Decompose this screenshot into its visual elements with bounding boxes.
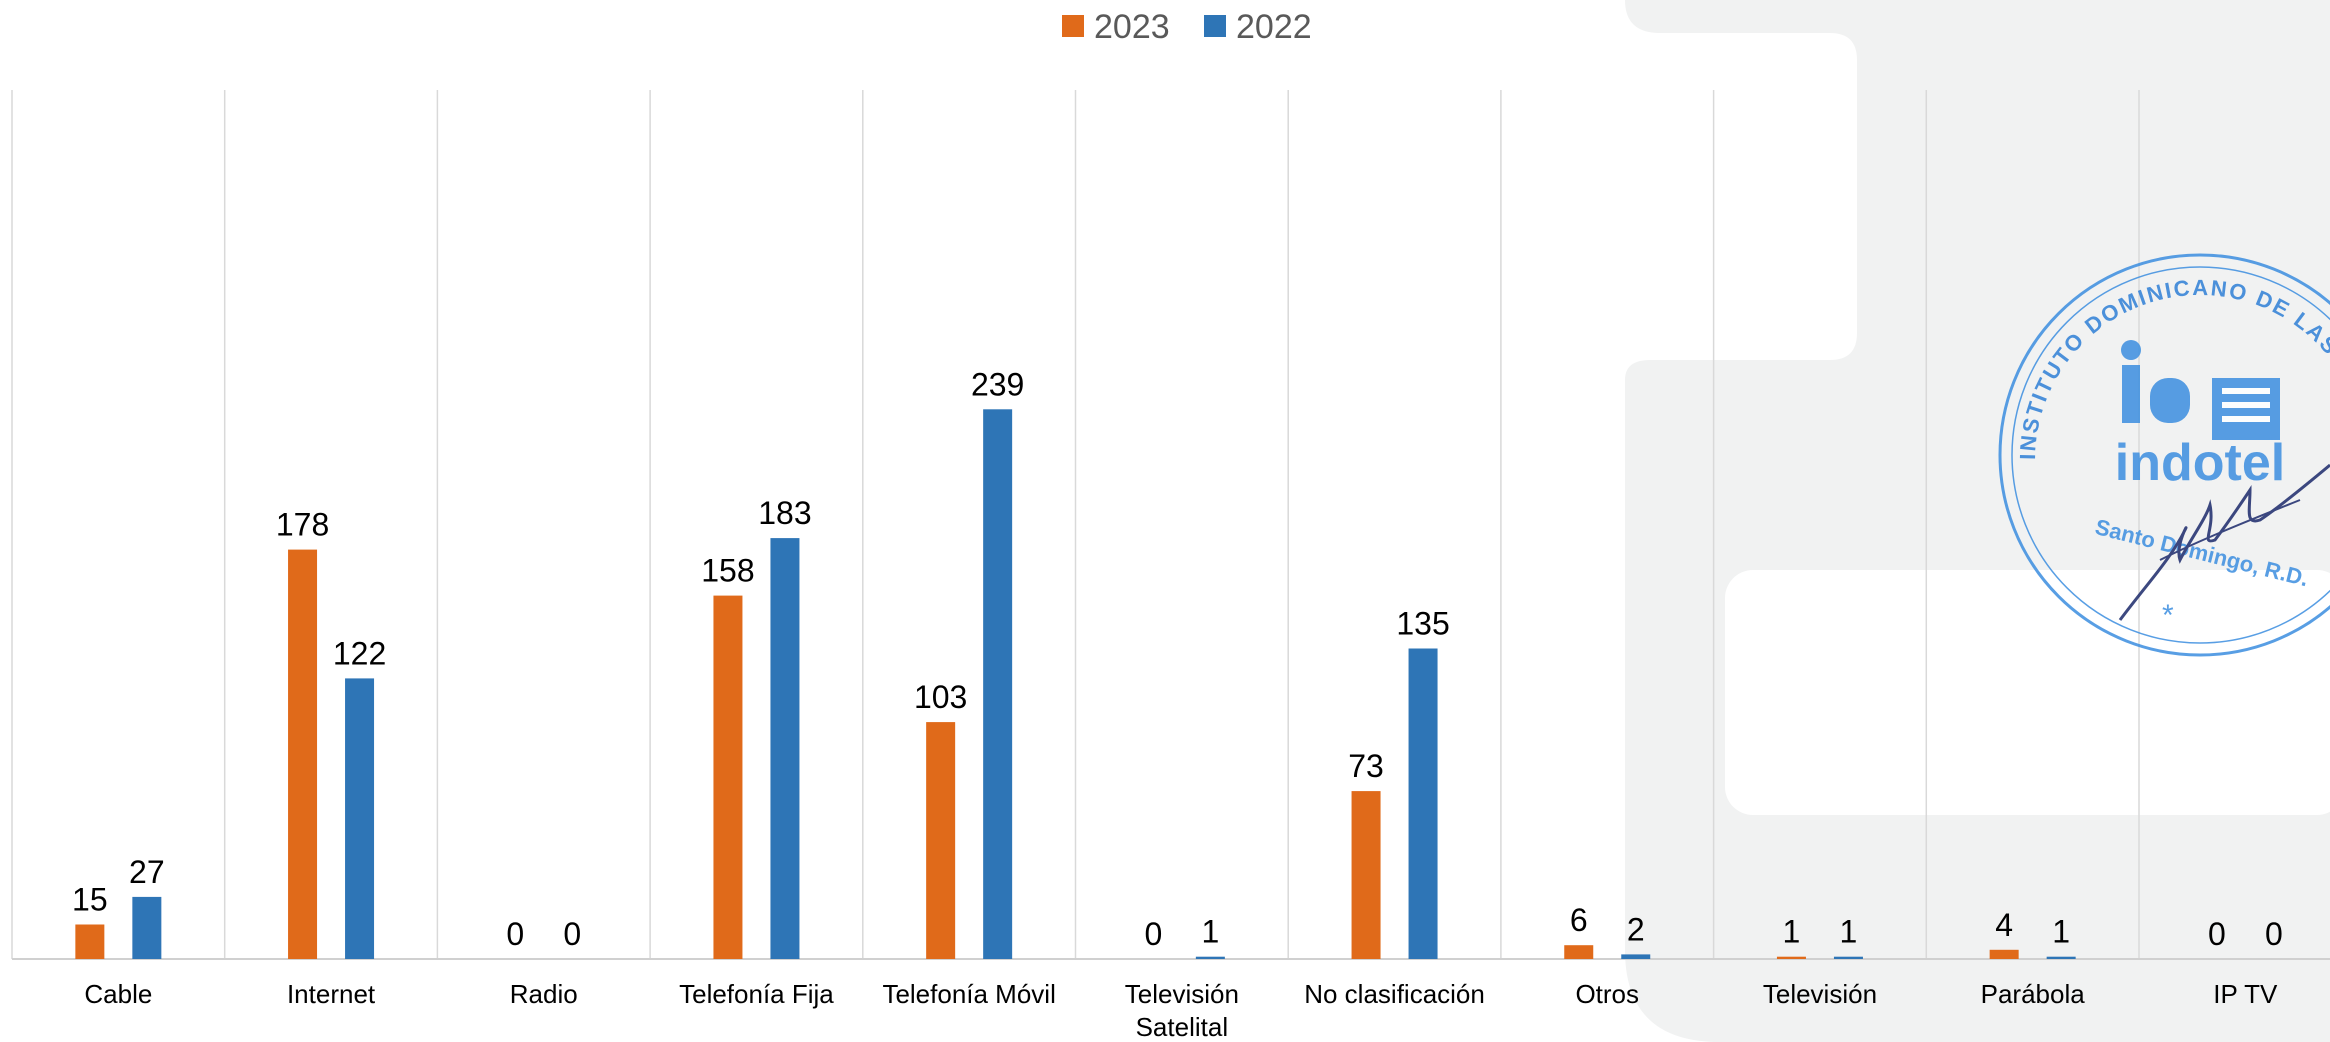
data-label-2022-7: 2 xyxy=(1627,911,1645,947)
indotel-logo-icon xyxy=(2121,340,2280,440)
category-label-2: Radio xyxy=(510,979,578,1009)
legend-swatch-2023 xyxy=(1062,15,1084,37)
data-label-2023-7: 6 xyxy=(1570,902,1588,938)
category-label-5: Satelital xyxy=(1136,1012,1229,1042)
category-label-10: IP TV xyxy=(2213,979,2278,1009)
bar-2022-3 xyxy=(770,538,800,959)
category-label-8: Televisión xyxy=(1763,979,1877,1009)
legend-label-2022: 2022 xyxy=(1236,8,1312,46)
bars xyxy=(75,409,2076,959)
bar-2023-9 xyxy=(1989,949,2019,959)
data-label-2022-10: 0 xyxy=(2265,916,2283,952)
grid-lines xyxy=(11,90,2140,959)
data-label-2022-4: 239 xyxy=(971,366,1024,402)
bar-2022-6 xyxy=(1408,648,1438,959)
bar-2022-9 xyxy=(2046,956,2076,959)
data-label-2023-5: 0 xyxy=(1144,916,1162,952)
legend: 2023 2022 xyxy=(1062,8,1312,46)
bar-2023-4 xyxy=(926,722,956,959)
category-label-9: Parábola xyxy=(1981,979,2086,1009)
data-label-2023-8: 1 xyxy=(1783,914,1801,950)
bar-2022-8 xyxy=(1833,956,1863,959)
legend-label-2023: 2023 xyxy=(1094,8,1170,46)
bar-2023-1 xyxy=(288,549,318,959)
bar-2023-8 xyxy=(1776,956,1806,959)
bar-2022-1 xyxy=(345,678,375,959)
category-label-7: Otros xyxy=(1575,979,1639,1009)
legend-swatch-2022 xyxy=(1204,15,1226,37)
bar-2023-7 xyxy=(1564,945,1594,959)
data-label-2023-2: 0 xyxy=(506,916,524,952)
bar-2022-0 xyxy=(132,896,162,959)
bar-2023-6 xyxy=(1351,791,1381,959)
data-label-2022-9: 1 xyxy=(2052,914,2070,950)
data-label-2022-1: 122 xyxy=(333,635,386,671)
category-label-0: Cable xyxy=(84,979,152,1009)
signature-icon xyxy=(2118,463,2330,621)
data-label-2023-10: 0 xyxy=(2208,916,2226,952)
data-label-2022-6: 135 xyxy=(1396,606,1449,642)
data-label-2023-4: 103 xyxy=(914,679,967,715)
bar-2023-0 xyxy=(75,924,105,959)
category-label-1: Internet xyxy=(287,979,376,1009)
data-label-2023-3: 158 xyxy=(701,553,754,589)
stamp-star-icon: * xyxy=(2162,599,2174,632)
stamp-logo-text: indotel xyxy=(2115,434,2285,492)
data-label-2023-6: 73 xyxy=(1348,748,1384,784)
category-label-5: Televisión xyxy=(1125,979,1239,1009)
bar-2022-5 xyxy=(1195,956,1225,959)
data-label-2023-9: 4 xyxy=(1995,907,2013,943)
category-label-6: No clasificación xyxy=(1304,979,1485,1009)
data-label-2022-5: 1 xyxy=(1201,914,1219,950)
bar-2023-3 xyxy=(713,595,743,959)
signature-stroke-icon xyxy=(2159,499,2301,561)
data-label-2022-0: 27 xyxy=(129,854,165,890)
data-label-2022-8: 1 xyxy=(1840,914,1858,950)
category-label-4: Telefonía Móvil xyxy=(882,979,1055,1009)
data-label-2022-3: 183 xyxy=(758,495,811,531)
data-label-2023-1: 178 xyxy=(276,507,329,543)
data-label-2022-2: 0 xyxy=(563,916,581,952)
category-labels: Cable Internet Radio Telefonía Fija Telefoní… xyxy=(84,979,2278,1042)
bar-2022-4 xyxy=(983,409,1013,959)
data-label-2023-0: 15 xyxy=(72,882,108,918)
category-label-3: Telefonía Fija xyxy=(679,979,834,1009)
background-shapes xyxy=(1625,0,2330,1042)
bar-2022-7 xyxy=(1621,954,1651,959)
